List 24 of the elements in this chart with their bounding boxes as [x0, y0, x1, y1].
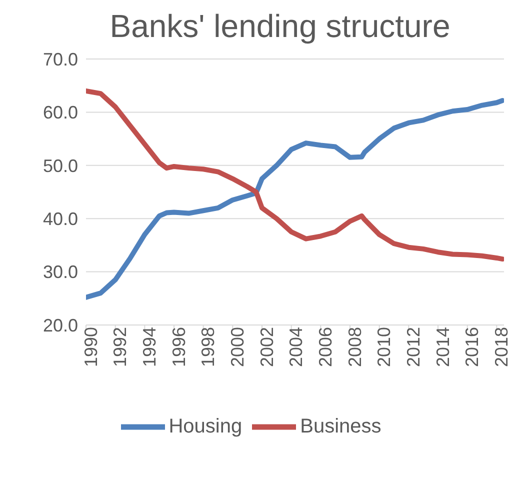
legend-label: Business — [300, 415, 382, 438]
y-tick-label: 70.0 — [42, 49, 78, 70]
x-tick-label: 1998 — [198, 327, 218, 368]
x-tick-label: 1996 — [168, 327, 189, 368]
x-tick-label: 2016 — [462, 327, 482, 368]
y-tick-label: 50.0 — [42, 156, 78, 176]
x-tick-label: 2014 — [432, 327, 453, 368]
x-tick-label: 2012 — [403, 327, 424, 368]
y-tick-label: 40.0 — [42, 208, 78, 229]
x-tick-label: 1992 — [110, 327, 130, 368]
x-tick-label: 1994 — [139, 327, 160, 368]
x-tick-label: 1990 — [80, 327, 101, 368]
x-tick-label: 2010 — [374, 327, 394, 368]
x-tick-label: 2006 — [315, 327, 336, 368]
x-tick-label: 2008 — [344, 327, 365, 368]
x-tick-label: 2000 — [227, 327, 248, 368]
x-tick-label: 2004 — [286, 327, 306, 368]
y-tick-label: 30.0 — [42, 262, 78, 282]
y-tick-label: 20.0 — [42, 315, 78, 336]
chart-title: Banks' lending structure — [108, 8, 452, 45]
y-tick-label: 60.0 — [42, 102, 78, 123]
x-tick-label: 2018 — [491, 327, 512, 368]
x-tick-label: 2002 — [256, 327, 277, 368]
legend-label: Housing — [168, 415, 242, 438]
